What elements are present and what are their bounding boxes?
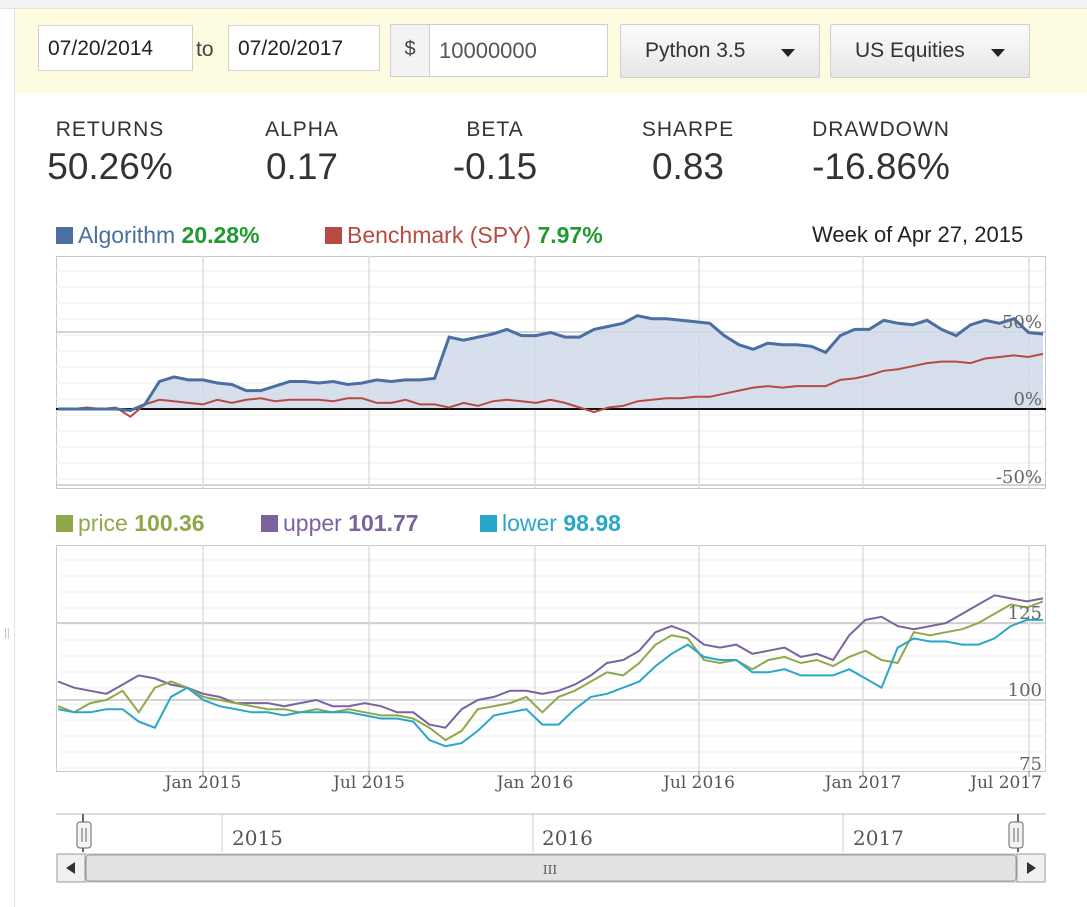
legend-algorithm-label: Algorithm xyxy=(78,222,176,248)
y-tick-125: 125 xyxy=(1008,603,1042,624)
y-tick-50: 50% xyxy=(1002,312,1042,333)
legend-upper[interactable]: upper 101.77 xyxy=(261,510,419,537)
universe-dropdown[interactable]: US Equities xyxy=(830,24,1030,78)
stat-returns-value: 50.26% xyxy=(47,146,173,187)
backtest-settings-bar: 07/20/2014 to 07/20/2017 $ 10000000 Pyth… xyxy=(15,9,1087,93)
stat-returns-label: RETURNS xyxy=(55,118,165,141)
legend-lower[interactable]: lower 98.98 xyxy=(480,510,621,537)
legend-price-value: 100.36 xyxy=(134,510,205,536)
legend-lower-label: lower xyxy=(502,510,557,536)
x-axis-ticks: Jan 2015 Jul 2015 Jan 2016 Jul 2016 Jan 2017… xyxy=(163,771,1042,793)
legend-price[interactable]: price 100.36 xyxy=(56,510,205,537)
algorithm-line xyxy=(58,314,1044,413)
left-panel-divider xyxy=(14,8,15,907)
stat-drawdown: DRAWDOWN -16.86% xyxy=(800,118,962,188)
price-line xyxy=(57,600,1044,742)
scroll-right-button[interactable] xyxy=(1016,853,1046,883)
performance-chart[interactable]: 50% 0% -50% xyxy=(56,256,1048,490)
caret-down-icon xyxy=(991,49,1005,57)
top-border xyxy=(0,0,1087,9)
x-tick-label: Jul 2017 xyxy=(968,773,1042,793)
x-tick-label: Jan 2017 xyxy=(823,773,902,793)
triangle-left-icon xyxy=(66,862,75,874)
y-tick-100: 100 xyxy=(1008,680,1042,701)
legend-algorithm-value: 20.28% xyxy=(181,222,260,248)
navigator-year-2016: 2016 xyxy=(542,826,593,850)
navigator-left-handle[interactable] xyxy=(76,821,92,849)
stat-beta-label: BETA xyxy=(466,118,524,141)
stat-alpha-label: ALPHA xyxy=(265,118,339,141)
algorithm-swatch xyxy=(56,227,73,244)
python-version-dropdown[interactable]: Python 3.5 xyxy=(620,24,820,78)
legend-benchmark-label: Benchmark (SPY) xyxy=(347,222,532,248)
legend-upper-label: upper xyxy=(283,510,342,536)
date-range-to-label: to xyxy=(196,38,214,61)
benchmark-swatch xyxy=(325,227,342,244)
indicator-chart[interactable]: 125 100 75 Jan 2015 Jul 2015 Jan 2016 Jul 2… xyxy=(56,545,1048,795)
triangle-right-icon xyxy=(1027,862,1036,874)
range-navigator[interactable]: 2015 2016 2017 III xyxy=(56,812,1048,892)
indicator-chart-grid xyxy=(56,545,1046,771)
stat-beta: BETA -0.15 xyxy=(434,118,556,188)
upper-band-line xyxy=(57,594,1044,729)
stat-sharpe-label: SHARPE xyxy=(641,118,735,141)
lower-band-line xyxy=(57,618,1043,748)
upper-swatch xyxy=(261,515,278,532)
hover-week-label: Week of Apr 27, 2015 xyxy=(812,222,1024,247)
currency-symbol: $ xyxy=(391,25,430,76)
legend-price-label: price xyxy=(78,510,128,536)
stat-sharpe: SHARPE 0.83 xyxy=(630,118,746,188)
y-tick-75: 75 xyxy=(1019,754,1042,775)
y-tick-neg50: -50% xyxy=(996,467,1042,488)
stat-alpha-value: 0.17 xyxy=(265,146,338,187)
indicator-chart-frame xyxy=(56,545,1046,772)
scroll-left-button[interactable] xyxy=(56,853,86,883)
capital-field[interactable]: $ 10000000 xyxy=(390,24,608,77)
stat-sharpe-value: 0.83 xyxy=(651,146,724,187)
universe-label: US Equities xyxy=(855,39,965,62)
stat-returns: RETURNS 50.26% xyxy=(44,118,176,188)
y-tick-0: 0% xyxy=(1013,389,1042,410)
legend-benchmark[interactable]: Benchmark (SPY) 7.97% xyxy=(325,222,603,249)
lower-swatch xyxy=(480,515,497,532)
stat-beta-value: -0.15 xyxy=(452,146,538,187)
legend-upper-value: 101.77 xyxy=(348,510,419,536)
caret-down-icon xyxy=(781,49,795,57)
scroll-grip-icon: III xyxy=(543,863,557,877)
resize-grip-icon[interactable]: || xyxy=(4,627,10,639)
navigator-year-2017: 2017 xyxy=(853,826,904,850)
python-version-label: Python 3.5 xyxy=(645,39,746,62)
legend-benchmark-value: 7.97% xyxy=(537,222,603,248)
legend-algorithm[interactable]: Algorithm 20.28% xyxy=(56,222,260,249)
legend-lower-value: 98.98 xyxy=(563,510,621,536)
navigator-year-2015: 2015 xyxy=(232,826,283,850)
benchmark-line xyxy=(58,352,1044,418)
price-swatch xyxy=(56,515,73,532)
x-tick-label: Jul 2015 xyxy=(331,773,405,793)
x-tick-label: Jul 2016 xyxy=(661,773,735,793)
stat-drawdown-label: DRAWDOWN xyxy=(812,118,950,141)
end-date-input[interactable]: 07/20/2017 xyxy=(228,25,380,71)
stat-drawdown-value: -16.86% xyxy=(812,146,950,187)
navigator-right-handle[interactable] xyxy=(1008,821,1024,849)
stat-alpha: ALPHA 0.17 xyxy=(244,118,360,188)
start-date-input[interactable]: 07/20/2014 xyxy=(38,25,193,71)
x-tick-label: Jan 2015 xyxy=(163,773,242,793)
x-tick-label: Jan 2016 xyxy=(495,773,574,793)
scrollbar-thumb[interactable] xyxy=(85,854,1017,882)
capital-input[interactable]: 10000000 xyxy=(439,38,537,63)
